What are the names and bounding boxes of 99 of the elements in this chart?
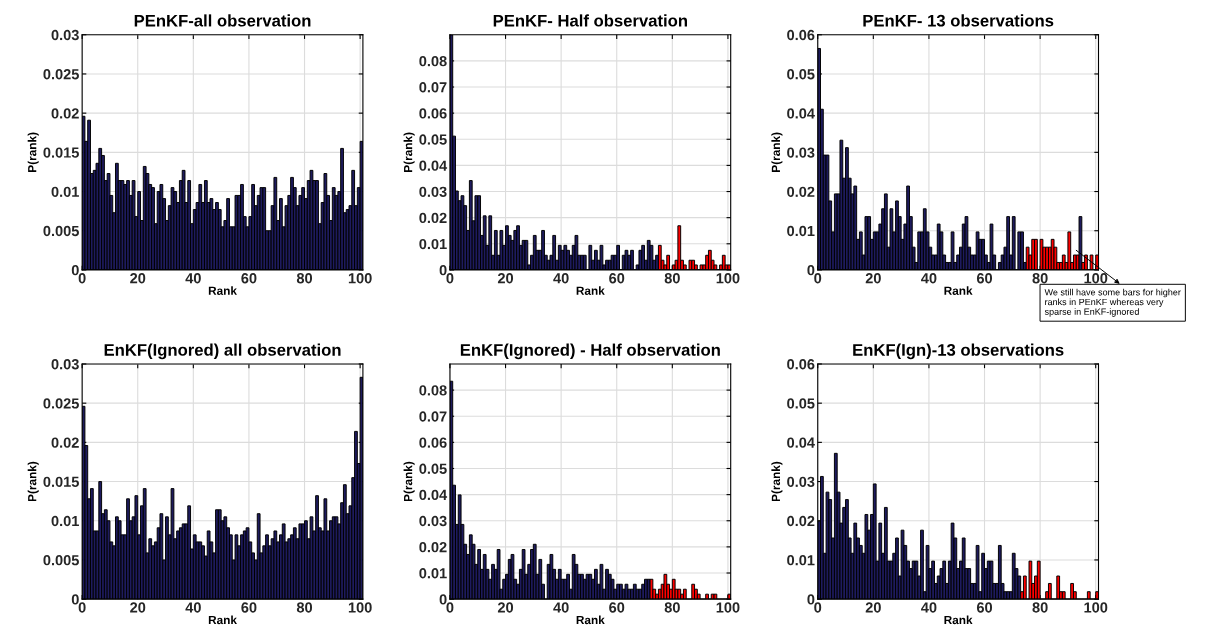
x-tick-label: 80 <box>664 602 680 613</box>
y-tick-label: 0.03 <box>51 29 79 41</box>
y-tick-label: 0 <box>807 265 815 276</box>
y-tick-label: 0.04 <box>787 108 815 119</box>
x-tick-label: 20 <box>865 602 881 613</box>
y-tick-label: 0.03 <box>419 515 447 527</box>
y-axis-title: P(rank) <box>27 132 39 172</box>
x-tick-label: 80 <box>1032 602 1048 613</box>
y-tick-label: 0.08 <box>419 55 447 67</box>
y-tick-label: 0.03 <box>419 186 447 197</box>
x-tick-label: 60 <box>976 273 993 284</box>
x-tick-label: 40 <box>921 273 937 284</box>
x-axis-title: Rank <box>944 615 973 625</box>
y-axis-title: P(rank) <box>27 461 39 502</box>
x-tick-label: 40 <box>185 602 201 613</box>
x-tick-label: 60 <box>241 602 257 613</box>
y-tick-label: 0.04 <box>787 437 815 448</box>
y-tick-label: 0.08 <box>419 385 447 396</box>
chart-title: PEnKF-all observation <box>134 14 311 27</box>
y-tick-label: 0.005 <box>43 225 79 237</box>
y-tick-label: 0 <box>71 265 79 276</box>
x-tick-label: 0 <box>78 602 86 613</box>
chart-title: EnKF(Ign)-13 observations <box>853 343 1064 360</box>
y-tick-label: 0.07 <box>419 82 447 93</box>
x-tick-label: 40 <box>185 273 201 284</box>
y-tick-label: 0.015 <box>43 476 79 487</box>
x-axis-title: Rank <box>208 286 237 295</box>
x-tick-label: 100 <box>1084 273 1108 284</box>
x-tick-label: 100 <box>716 273 740 284</box>
y-tick-label: 0.05 <box>419 463 447 474</box>
y-tick-label: 0.03 <box>51 359 79 370</box>
y-tick-label: 0.04 <box>419 160 448 171</box>
y-tick-label: 0.02 <box>419 541 447 553</box>
y-tick-label: 0.025 <box>43 398 79 409</box>
x-tick-label: 0 <box>814 602 822 613</box>
x-tick-label: 60 <box>241 273 257 284</box>
y-tick-label: 0.05 <box>419 134 447 145</box>
y-tick-label: 0.02 <box>419 212 447 224</box>
y-tick-label: 0.01 <box>787 225 815 237</box>
y-tick-label: 0.03 <box>787 476 815 488</box>
x-axis-title: Rank <box>576 615 605 625</box>
y-tick-label: 0.06 <box>787 359 815 370</box>
y-tick-label: 0.015 <box>43 147 79 158</box>
x-tick-label: 60 <box>609 602 625 613</box>
y-tick-label: 0.05 <box>787 69 815 80</box>
x-tick-label: 60 <box>976 602 993 613</box>
chart-title: EnKF(Ignored) all observation <box>104 343 341 360</box>
x-axis-title: Rank <box>576 286 605 295</box>
x-tick-label: 60 <box>609 273 625 284</box>
x-tick-label: 80 <box>296 602 313 613</box>
y-axis-title: P(rank) <box>403 461 415 502</box>
y-tick-label: 0.01 <box>787 555 815 566</box>
y-tick-label: 0.02 <box>787 515 815 527</box>
y-tick-label: 0.01 <box>51 186 79 197</box>
x-tick-label: 40 <box>921 602 937 613</box>
y-tick-label: 0.01 <box>419 238 447 250</box>
y-tick-label: 0.04 <box>419 489 448 501</box>
y-tick-label: 0.01 <box>419 568 447 579</box>
x-tick-label: 40 <box>553 273 569 284</box>
annotation: We still have some bars for higher ranks in PEnKF whereas very sparse in EnKF-ignored <box>1044 288 1181 317</box>
x-tick-label: 0 <box>78 273 86 284</box>
x-tick-label: 20 <box>497 273 514 284</box>
chart-title: EnKF(Ignored) - Half observation <box>460 343 720 360</box>
x-tick-label: 80 <box>1032 273 1048 284</box>
x-tick-label: 100 <box>716 602 740 613</box>
y-axis-title: P(rank) <box>403 132 415 172</box>
y-axis-title: P(rank) <box>771 461 783 502</box>
x-tick-label: 100 <box>348 602 372 613</box>
x-axis-title: Rank <box>944 286 973 295</box>
y-tick-label: 0.06 <box>787 29 815 41</box>
x-axis-title: Rank <box>208 615 237 625</box>
x-tick-label: 20 <box>497 602 514 613</box>
x-tick-label: 100 <box>348 273 372 284</box>
x-tick-label: 80 <box>296 273 313 284</box>
y-tick-label: 0.005 <box>43 555 79 566</box>
y-tick-label: 0 <box>439 594 447 605</box>
x-tick-label: 40 <box>553 602 569 613</box>
x-tick-label: 20 <box>865 273 881 284</box>
y-tick-label: 0.02 <box>787 186 815 197</box>
y-tick-label: 0.06 <box>419 437 447 448</box>
x-tick-label: 80 <box>664 273 680 284</box>
y-tick-label: 0.06 <box>419 108 447 119</box>
y-tick-label: 0 <box>807 594 815 605</box>
chart-title: PEnKF- 13 observations <box>863 14 1054 27</box>
y-tick-label: 0.025 <box>43 69 79 80</box>
y-tick-label: 0.03 <box>787 147 815 158</box>
y-tick-label: 0.05 <box>787 398 815 409</box>
y-tick-label: 0.02 <box>51 108 79 119</box>
x-tick-label: 20 <box>130 273 146 284</box>
x-tick-label: 0 <box>814 273 822 284</box>
y-tick-label: 0.07 <box>419 411 447 422</box>
y-axis-title: P(rank) <box>771 132 783 172</box>
y-tick-label: 0 <box>71 594 79 605</box>
y-tick-label: 0.02 <box>51 437 79 448</box>
y-tick-label: 0 <box>439 265 447 276</box>
y-tick-label: 0.01 <box>51 515 79 527</box>
x-tick-label: 100 <box>1084 602 1108 613</box>
chart-title: PEnKF- Half observation <box>493 14 687 27</box>
x-tick-label: 20 <box>130 602 146 613</box>
